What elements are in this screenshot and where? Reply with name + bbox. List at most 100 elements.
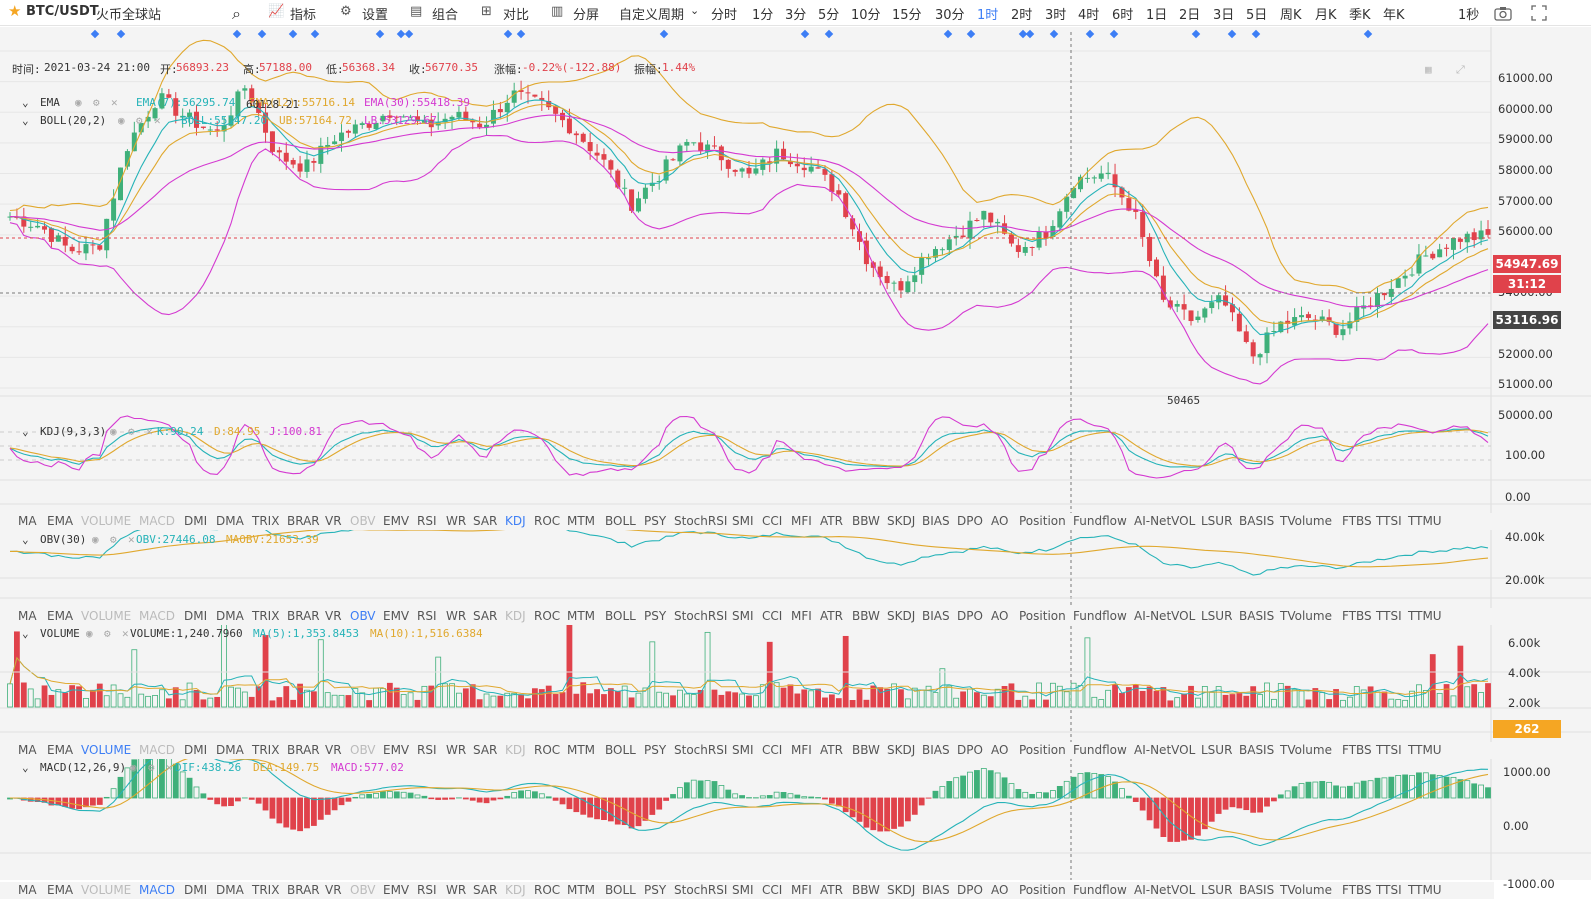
indicator-tab-trix[interactable]: TRIX	[252, 514, 279, 528]
indicator-tab-ttsi[interactable]: TTSI	[1376, 514, 1402, 528]
signal-diamond-icon[interactable]	[967, 30, 975, 38]
indicator-tab-cci[interactable]: CCI	[762, 883, 782, 897]
indicator-tab-ema[interactable]: EMA	[47, 609, 73, 623]
indicator-tab-fundflow[interactable]: Fundflow	[1073, 514, 1127, 528]
indicator-tab-ftbs[interactable]: FTBS	[1342, 514, 1372, 528]
indicator-tab-roc[interactable]: ROC	[534, 883, 560, 897]
indicator-tab-roc[interactable]: ROC	[534, 514, 560, 528]
indicator-tab-kdj[interactable]: KDJ	[505, 514, 526, 528]
signal-diamond-icon[interactable]	[1252, 30, 1260, 38]
indicator-tab-dpo[interactable]: DPO	[957, 743, 983, 757]
indicator-tab-tvolume[interactable]: TVolume	[1280, 743, 1332, 757]
indicator-tab-ai-netvol[interactable]: AI-NetVOL	[1134, 743, 1195, 757]
indicator-tab-bbw[interactable]: BBW	[852, 609, 880, 623]
indicator-tab-lsur[interactable]: LSUR	[1201, 883, 1232, 897]
signal-diamond-icon[interactable]	[311, 30, 319, 38]
indicator-tab-bbw[interactable]: BBW	[852, 514, 880, 528]
period-10分[interactable]: 10分	[851, 4, 881, 23]
period-1分[interactable]: 1分	[752, 4, 773, 23]
indicator-tab-vr[interactable]: VR	[325, 883, 342, 897]
indicator-tab-volume[interactable]: VOLUME	[81, 514, 131, 528]
indicator-tab-psy[interactable]: PSY	[644, 883, 666, 897]
indicator-tab-ema[interactable]: EMA	[47, 514, 73, 528]
signal-diamond-icon[interactable]	[1050, 30, 1058, 38]
indicator-tab-ema[interactable]: EMA	[47, 883, 73, 897]
signal-diamond-icon[interactable]	[397, 30, 405, 38]
combo-button[interactable]: 组合	[432, 4, 458, 23]
indicator-tab-tvolume[interactable]: TVolume	[1280, 883, 1332, 897]
signal-diamond-icon[interactable]	[504, 30, 512, 38]
indicator-tab-ma[interactable]: MA	[18, 883, 37, 897]
indicator-tab-boll[interactable]: BOLL	[605, 609, 636, 623]
period-4时[interactable]: 4时	[1078, 4, 1099, 23]
indicator-tab-macd[interactable]: MACD	[139, 514, 175, 528]
indicator-tab-roc[interactable]: ROC	[534, 609, 560, 623]
indicator-tab-wr[interactable]: WR	[446, 609, 466, 623]
indicator-tab-ftbs[interactable]: FTBS	[1342, 609, 1372, 623]
period-2日[interactable]: 2日	[1179, 4, 1200, 23]
indicator-tab-bias[interactable]: BIAS	[922, 514, 950, 528]
indicator-tab-mtm[interactable]: MTM	[567, 514, 595, 528]
custom-period-dropdown[interactable]: 自定义周期	[619, 4, 684, 23]
indicator-tab-vr[interactable]: VR	[325, 609, 342, 623]
indicator-tab-ttsi[interactable]: TTSI	[1376, 883, 1402, 897]
favorite-star-icon[interactable]: ★	[8, 2, 21, 20]
indicator-tab-sar[interactable]: SAR	[473, 883, 497, 897]
indicator-tab-macd[interactable]: MACD	[139, 743, 175, 757]
indicator-tab-kdj[interactable]: KDJ	[505, 743, 526, 757]
period-月K[interactable]: 月K	[1315, 4, 1337, 23]
indicator-tab-dpo[interactable]: DPO	[957, 514, 983, 528]
indicator-tab-basis[interactable]: BASIS	[1239, 609, 1274, 623]
period-5日[interactable]: 5日	[1246, 4, 1267, 23]
indicator-tab-obv[interactable]: OBV	[350, 514, 376, 528]
indicator-tab-wr[interactable]: WR	[446, 743, 466, 757]
indicator-tab-trix[interactable]: TRIX	[252, 743, 279, 757]
indicator-tab-position[interactable]: Position	[1019, 514, 1066, 528]
indicator-tab-cci[interactable]: CCI	[762, 514, 782, 528]
indicator-tab-basis[interactable]: BASIS	[1239, 883, 1274, 897]
indicator-tab-sar[interactable]: SAR	[473, 609, 497, 623]
indicator-tab-rsi[interactable]: RSI	[417, 743, 437, 757]
indicator-tab-dpo[interactable]: DPO	[957, 883, 983, 897]
indicator-tab-obv[interactable]: OBV	[350, 609, 376, 623]
settings-button[interactable]: 设置	[362, 4, 388, 23]
indicator-tab-stochrsi[interactable]: StochRSI	[674, 743, 727, 757]
indicator-tab-lsur[interactable]: LSUR	[1201, 514, 1232, 528]
indicator-tab-stochrsi[interactable]: StochRSI	[674, 609, 727, 623]
indicator-tab-skdj[interactable]: SKDJ	[887, 743, 915, 757]
indicator-tab-sar[interactable]: SAR	[473, 514, 497, 528]
indicator-tab-lsur[interactable]: LSUR	[1201, 609, 1232, 623]
indicator-tab-basis[interactable]: BASIS	[1239, 743, 1274, 757]
indicator-tab-boll[interactable]: BOLL	[605, 514, 636, 528]
period-15分[interactable]: 15分	[892, 4, 922, 23]
signal-diamond-icon[interactable]	[405, 30, 413, 38]
period-分时[interactable]: 分时	[711, 4, 737, 23]
indicator-tab-cci[interactable]: CCI	[762, 609, 782, 623]
indicator-tab-cci[interactable]: CCI	[762, 743, 782, 757]
signal-diamond-icon[interactable]	[1086, 30, 1094, 38]
indicator-tab-position[interactable]: Position	[1019, 743, 1066, 757]
indicator-tab-trix[interactable]: TRIX	[252, 609, 279, 623]
symbol-title[interactable]: BTC/USDT	[26, 4, 99, 19]
indicator-tab-bias[interactable]: BIAS	[922, 743, 950, 757]
compare-button[interactable]: 对比	[503, 4, 529, 23]
indicator-tab-brar[interactable]: BRAR	[287, 609, 320, 623]
period-3时[interactable]: 3时	[1045, 4, 1066, 23]
indicator-tab-dma[interactable]: DMA	[216, 743, 244, 757]
indicator-tab-ftbs[interactable]: FTBS	[1342, 743, 1372, 757]
period-季K[interactable]: 季K	[1349, 4, 1371, 23]
indicator-tab-atr[interactable]: ATR	[820, 883, 843, 897]
indicator-tab-roc[interactable]: ROC	[534, 743, 560, 757]
indicator-tab-ai-netvol[interactable]: AI-NetVOL	[1134, 883, 1195, 897]
indicator-tab-position[interactable]: Position	[1019, 883, 1066, 897]
indicator-tab-ao[interactable]: AO	[991, 743, 1008, 757]
indicator-tab-volume[interactable]: VOLUME	[81, 743, 131, 757]
period-周K[interactable]: 周K	[1280, 4, 1302, 23]
indicator-tab-emv[interactable]: EMV	[383, 609, 409, 623]
split-button[interactable]: 分屏	[573, 4, 599, 23]
indicator-tab-ema[interactable]: EMA	[47, 743, 73, 757]
period-1时[interactable]: 1时	[977, 4, 998, 23]
indicator-tab-rsi[interactable]: RSI	[417, 514, 437, 528]
indicator-tab-kdj[interactable]: KDJ	[505, 883, 526, 897]
